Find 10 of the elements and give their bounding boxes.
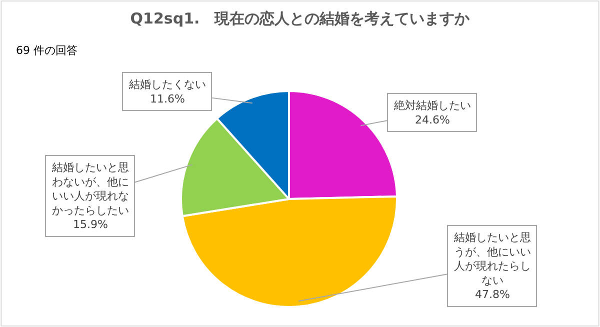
data-label: 24.6% [415, 113, 450, 126]
slice-label: 絶対結婚したい [393, 99, 471, 112]
data-label: 47.8% [475, 288, 510, 302]
slice-label: 結婚したいと思わないが、他にいい人が現れなかったらしたい [51, 161, 129, 217]
chart-subtitle: 69 件の回答 [16, 44, 78, 57]
data-label: 15.9% [73, 218, 108, 232]
chart-title: Q12sq1. 現在の恋人との結婚を考えていますか [130, 9, 471, 28]
slice-label: 結婚したいと思うが、他にいい人が現れたらしない [453, 231, 531, 287]
slice-label: 結婚したくない [128, 78, 206, 91]
data-label: 11.6% [150, 92, 185, 106]
